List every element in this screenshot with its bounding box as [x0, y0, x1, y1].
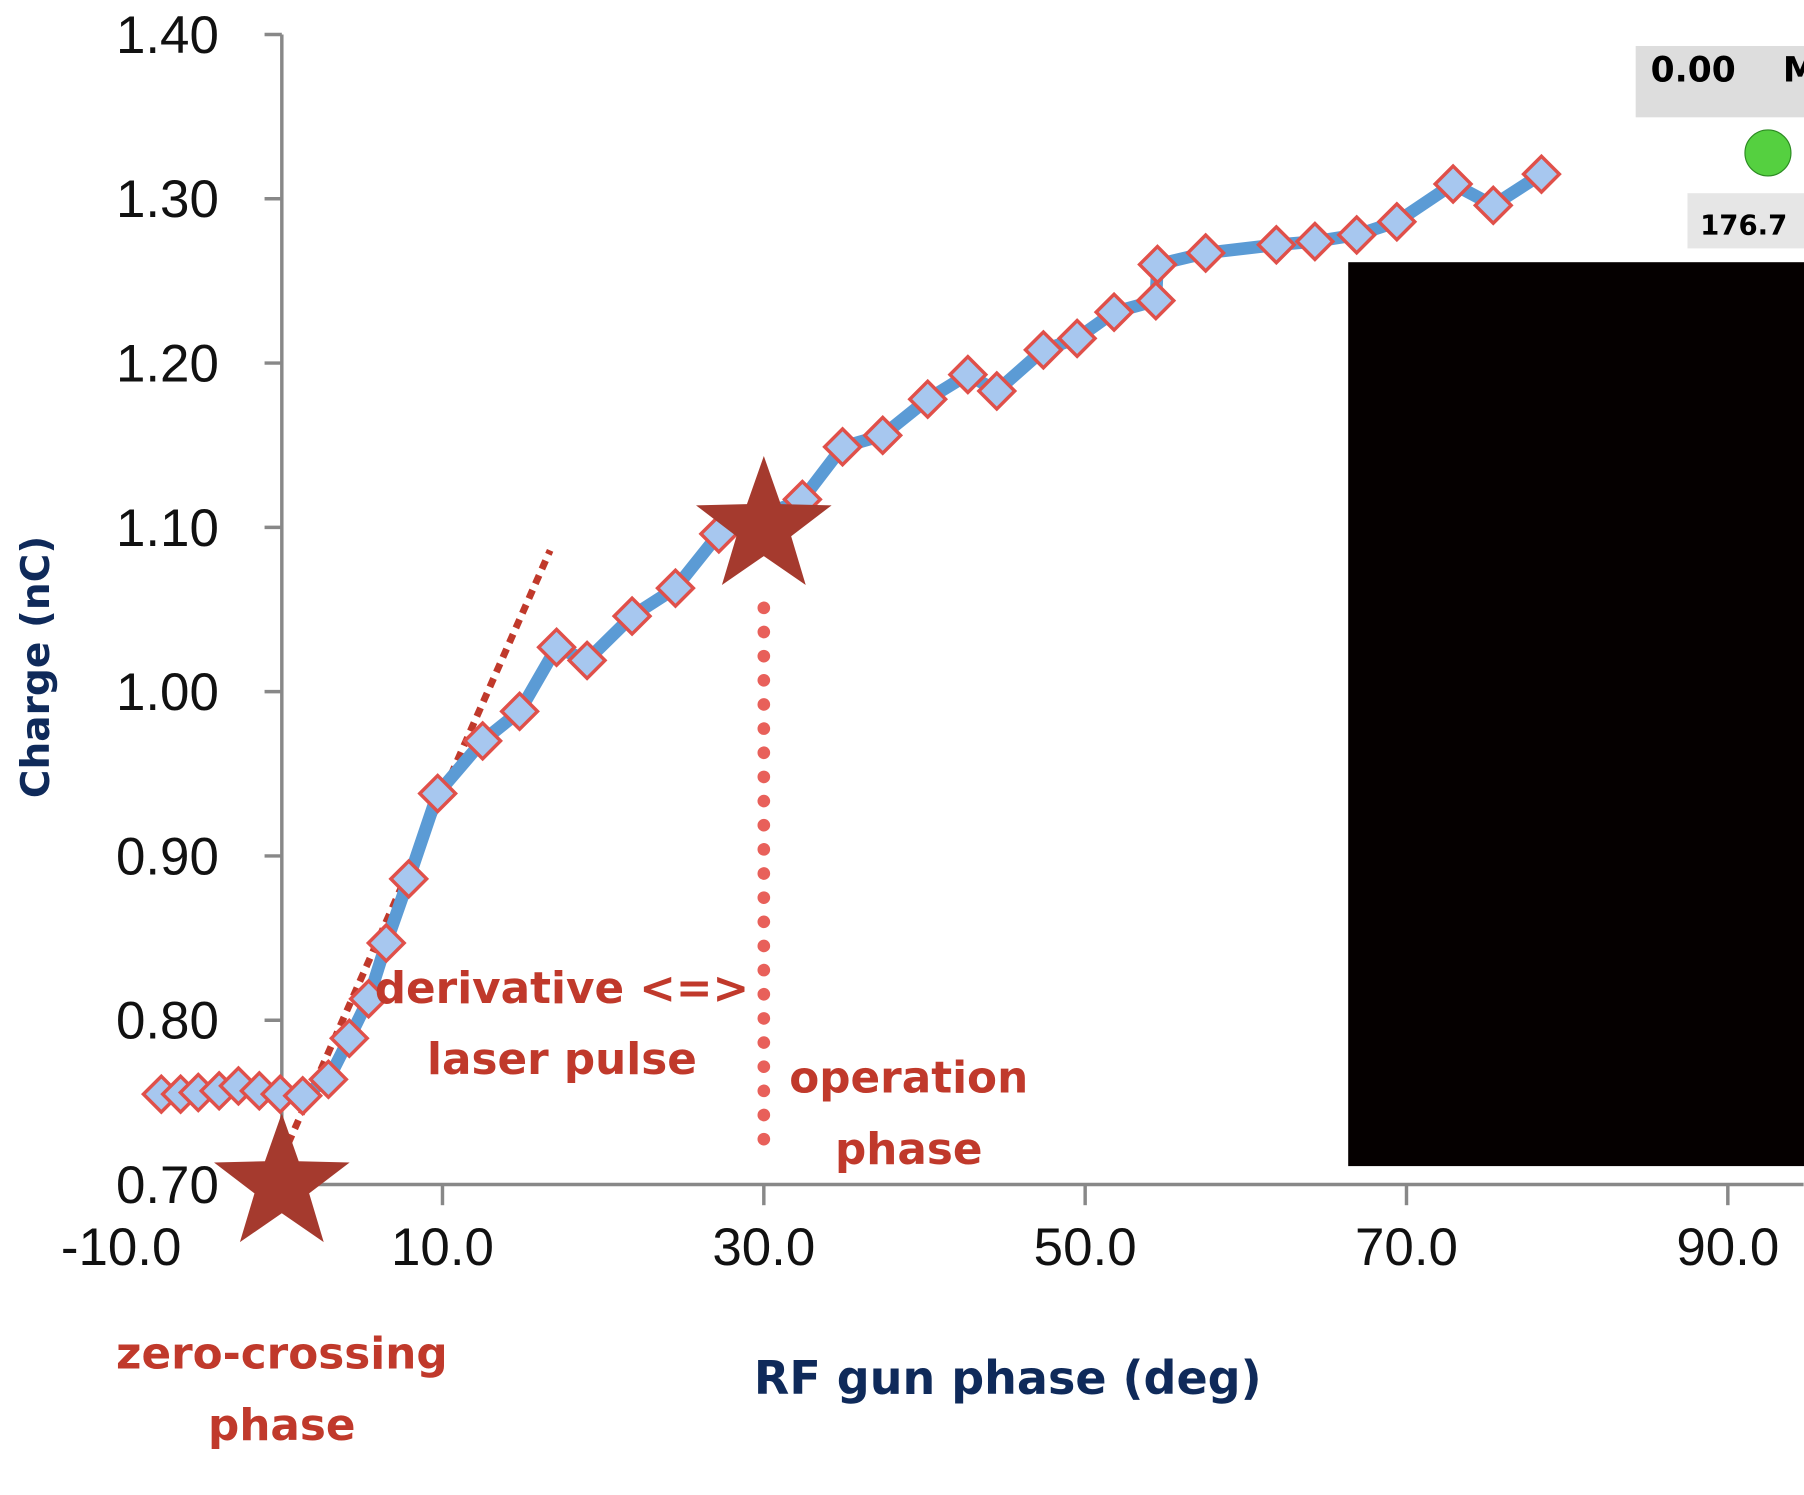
x-tick-label: 50.0: [1034, 1218, 1137, 1277]
data-point: [499, 691, 540, 732]
star-marker: [214, 1113, 350, 1243]
x-tick-label: 30.0: [712, 1218, 815, 1277]
y-tick-label: 1.40: [116, 6, 219, 65]
data-point: [1256, 224, 1297, 266]
x-axis-title: RF gun phase (deg): [754, 1351, 1262, 1405]
y-axis-title: Charge (nC): [14, 536, 59, 798]
star-marker: [696, 456, 832, 586]
data-point: [862, 415, 904, 456]
inset-text: 176.7: [1700, 209, 1787, 242]
data-point: [417, 773, 458, 814]
data-point: [1093, 291, 1135, 333]
data-point: [308, 1059, 349, 1100]
y-tick-label: 0.90: [116, 827, 219, 886]
inset-text: 0.00: [1651, 51, 1736, 91]
data-point: [566, 640, 608, 681]
data-point: [282, 1075, 324, 1117]
x-tick-label: -10.0: [61, 1218, 182, 1277]
data-point: [388, 858, 430, 900]
data-point: [1056, 318, 1098, 359]
data-point: [1432, 163, 1474, 205]
annotation: phase: [835, 1124, 983, 1175]
data-point: [1472, 185, 1514, 226]
data-point: [611, 595, 653, 637]
y-tick-label: 0.80: [116, 992, 219, 1051]
data-point: [822, 426, 863, 468]
x-tick-label: 90.0: [1676, 1218, 1779, 1277]
data-point: [907, 378, 949, 420]
annotation: phase: [208, 1400, 356, 1451]
data-point: [328, 1017, 370, 1059]
y-tick-label: 0.70: [116, 1156, 219, 1215]
y-tick-label: 1.00: [116, 663, 219, 722]
data-line: [161, 168, 1545, 1103]
inset-field: [1687, 193, 1804, 249]
camera-image: [1348, 262, 1804, 1167]
data-point: [1185, 232, 1226, 274]
data-point: [365, 922, 407, 964]
data-point: [1336, 214, 1378, 256]
y-tick-label: 1.10: [116, 499, 219, 558]
status-led: [1744, 129, 1792, 177]
x-tick-label: 10.0: [391, 1218, 494, 1277]
data-point: [1294, 221, 1336, 262]
data-point: [259, 1073, 301, 1115]
y-tick-label: 1.20: [116, 334, 219, 393]
inset-panel: [1635, 46, 1804, 118]
data-point: [976, 370, 1018, 412]
x-tick-label: 70.0: [1355, 1218, 1458, 1277]
data-point: [1521, 153, 1562, 195]
data-point: [536, 626, 577, 668]
data-point: [1137, 244, 1178, 285]
data-point: [462, 720, 503, 762]
y-tick-label: 1.30: [116, 170, 219, 229]
annotation: derivative <=>: [375, 963, 749, 1014]
inset-text: M: [1783, 51, 1804, 91]
annotation: zero-crossing: [116, 1329, 448, 1380]
data-point: [947, 354, 989, 395]
data-point: [1376, 201, 1418, 243]
data-point: [1135, 280, 1177, 321]
annotation: operation: [789, 1053, 1028, 1104]
data-point: [1023, 329, 1064, 371]
data-point: [348, 978, 389, 1020]
annotation: laser pulse: [427, 1034, 697, 1085]
data-point: [655, 567, 696, 609]
